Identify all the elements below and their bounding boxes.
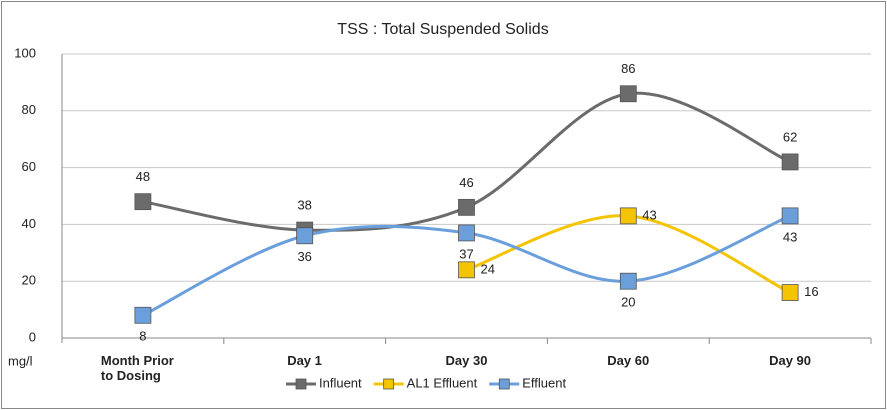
x-tick-label: Month Prior to Dosing bbox=[100, 353, 174, 383]
legend-label: Effluent bbox=[522, 375, 566, 390]
legend-label: AL1 Effluent bbox=[407, 375, 478, 390]
marker bbox=[781, 284, 799, 301]
marker bbox=[619, 272, 637, 290]
legend-marker bbox=[498, 378, 510, 390]
x-tick-label: Day 60 bbox=[607, 353, 650, 368]
marker bbox=[134, 306, 152, 324]
marker bbox=[781, 153, 799, 171]
data-label: 48 bbox=[136, 169, 150, 184]
marker bbox=[458, 261, 475, 279]
data-label: 8 bbox=[139, 329, 146, 344]
y-tick-label: 80 bbox=[22, 102, 36, 117]
data-label: 43 bbox=[642, 207, 656, 222]
data-label: 20 bbox=[621, 295, 635, 310]
y-tick-label: 0 bbox=[29, 329, 36, 344]
data-label: 36 bbox=[297, 249, 311, 264]
x-tick-label: Day 30 bbox=[445, 353, 488, 368]
data-label: 24 bbox=[481, 261, 495, 276]
data-label: 46 bbox=[459, 175, 473, 190]
marker bbox=[134, 193, 152, 211]
y-tick-label: 40 bbox=[22, 216, 36, 231]
data-label: 38 bbox=[297, 198, 311, 213]
data-label: 43 bbox=[783, 229, 797, 244]
data-label: 86 bbox=[621, 61, 635, 76]
data-label: 62 bbox=[783, 129, 797, 144]
y-tick-label: 100 bbox=[14, 45, 36, 60]
marker bbox=[619, 207, 637, 225]
legend-label: Influent bbox=[319, 375, 362, 390]
marker bbox=[296, 227, 314, 245]
data-label: 37 bbox=[459, 246, 473, 261]
legend-marker bbox=[383, 378, 395, 390]
legend-marker bbox=[295, 378, 307, 390]
marker bbox=[619, 85, 637, 103]
marker bbox=[781, 207, 799, 225]
x-tick-label: Day 1 bbox=[287, 353, 322, 368]
chart-title: TSS : Total Suspended Solids bbox=[337, 21, 548, 38]
y-tick-label: 20 bbox=[22, 273, 36, 288]
marker bbox=[458, 224, 475, 242]
marker bbox=[458, 198, 475, 216]
data-label: 16 bbox=[804, 284, 818, 299]
y-tick-label: 60 bbox=[22, 159, 36, 174]
x-tick-label: Day 90 bbox=[769, 353, 812, 368]
y-axis-label: mg/l bbox=[8, 353, 33, 368]
